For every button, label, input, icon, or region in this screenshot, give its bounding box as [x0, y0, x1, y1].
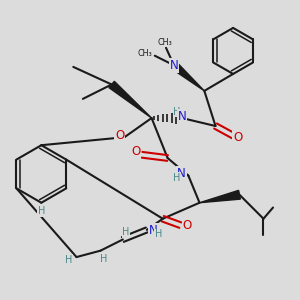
Text: N: N [178, 110, 186, 123]
Polygon shape [200, 190, 240, 203]
Text: CH₃: CH₃ [138, 49, 153, 58]
Text: O: O [115, 129, 124, 142]
Text: H: H [100, 254, 107, 264]
Text: H: H [173, 106, 181, 117]
Polygon shape [171, 62, 204, 91]
Text: CH₃: CH₃ [157, 38, 172, 47]
Text: H: H [172, 173, 180, 183]
Text: O: O [233, 131, 242, 144]
Text: N: N [149, 224, 158, 237]
Text: H: H [38, 206, 45, 216]
Text: N: N [177, 167, 186, 179]
Text: O: O [131, 145, 140, 158]
Text: H: H [65, 255, 72, 265]
Text: O: O [183, 219, 192, 232]
Text: H: H [155, 230, 163, 239]
Polygon shape [109, 81, 152, 118]
Text: N: N [169, 59, 178, 72]
Text: H: H [122, 227, 130, 238]
